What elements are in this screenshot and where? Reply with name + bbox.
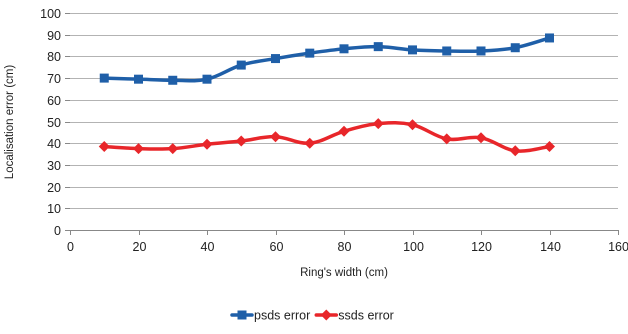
y-tick-label: 40: [47, 137, 61, 151]
data-point: [339, 44, 349, 54]
x-axis-title: Ring's width (cm): [300, 267, 388, 279]
x-tick-labels: 0 20 40 60 80 100 120 140 160: [67, 240, 628, 254]
data-point: [408, 45, 417, 55]
y-tick-label: 80: [47, 50, 61, 64]
data-point: [510, 43, 520, 53]
y-tick-label: 20: [47, 181, 61, 195]
data-point: [441, 133, 453, 145]
legend-item: ssds error: [314, 309, 394, 323]
y-tick-label: 60: [47, 94, 61, 108]
x-tick-label: 140: [540, 240, 561, 254]
legend-label: psds error: [254, 309, 310, 323]
data-point: [235, 135, 247, 147]
y-tick-label: 70: [47, 72, 61, 86]
data-point: [167, 143, 179, 155]
y-tick-labels: 0 10 20 30 40 50 60 70 80 90 100: [40, 7, 61, 238]
y-tick-label: 30: [47, 159, 61, 173]
legend-item: psds error: [230, 309, 310, 323]
data-point: [99, 73, 109, 83]
y-axis-title: Localisation error (cm): [4, 65, 16, 180]
legend-label: ssds error: [338, 309, 394, 323]
x-tick-label: 0: [67, 240, 74, 254]
data-point: [545, 33, 554, 43]
data-point: [133, 143, 144, 155]
legend: psds error ssds error: [230, 309, 394, 323]
data-point: [168, 75, 178, 85]
series-line: [102, 36, 552, 83]
y-tick-label: 10: [47, 202, 61, 216]
data-point: [271, 54, 280, 64]
y-tick-label: 90: [47, 29, 61, 43]
data-point: [372, 118, 384, 130]
data-point: [442, 46, 452, 56]
data-point: [476, 46, 486, 56]
x-tick-label: 160: [608, 240, 628, 254]
series-psds-error: [99, 33, 554, 85]
x-tick-label: 60: [270, 240, 284, 254]
legend-marker: [320, 309, 332, 321]
y-tick-label: 50: [47, 116, 61, 130]
data-point: [475, 132, 487, 144]
series-layer: [98, 33, 555, 157]
data-point: [236, 60, 246, 70]
data-point: [98, 140, 110, 152]
x-tick-label: 20: [133, 240, 147, 254]
data-point: [304, 137, 316, 149]
data-point: [202, 74, 212, 84]
data-point: [509, 145, 521, 157]
data-point: [305, 48, 315, 58]
data-point: [544, 140, 555, 152]
legend-marker: [237, 310, 247, 320]
data-point: [407, 119, 418, 131]
y-tick-label: 100: [40, 7, 61, 21]
axes: [65, 13, 619, 235]
x-tick-label: 40: [201, 240, 215, 254]
series-ssds-error: [98, 118, 555, 157]
x-tick-label: 80: [338, 240, 352, 254]
y-tick-label: 0: [54, 224, 61, 238]
data-point: [338, 125, 350, 137]
data-point: [201, 138, 213, 150]
data-point: [373, 42, 383, 52]
data-point: [134, 74, 143, 84]
x-tick-label: 120: [471, 240, 492, 254]
data-point: [270, 131, 281, 143]
x-tick-label: 100: [403, 240, 424, 254]
